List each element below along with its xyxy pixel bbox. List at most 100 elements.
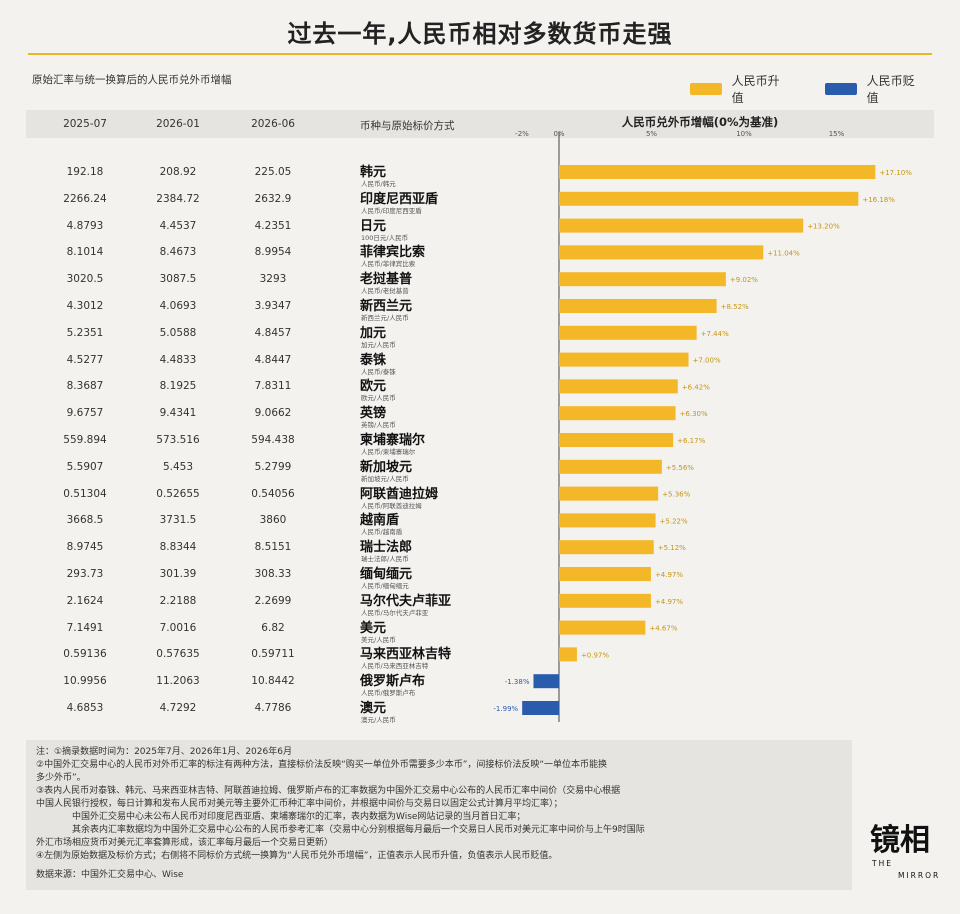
value-2026-01: 8.1925 — [159, 380, 197, 393]
currency-name: 瑞士法郎 — [360, 540, 413, 556]
bar — [559, 647, 577, 662]
logo-text-the: THE — [872, 859, 893, 868]
value-2025-07: 4.3012 — [66, 300, 104, 312]
bar — [522, 701, 559, 715]
value-2025-07: 8.1014 — [66, 246, 104, 259]
currency-name: 越南盾 — [360, 513, 400, 529]
tick-label: 10% — [736, 130, 752, 138]
value-2026-01: 3087.5 — [159, 273, 197, 286]
value-2026-06: 0.54056 — [251, 487, 295, 500]
bar — [559, 218, 804, 233]
legend-item-down: 人民币贬值 — [825, 72, 926, 106]
column-header-currency: 币种与原始标价方式 — [360, 120, 455, 132]
legend-label-up: 人民币升值 — [731, 74, 780, 105]
footnote-line: ④左侧为原始数据及标价方式；右侧将不同标价方式统一换算为“人民币兑外币增幅”，正… — [36, 851, 558, 861]
currency-name: 韩元 — [360, 165, 387, 180]
bar-value-label: +7.00% — [693, 357, 721, 365]
currency-name: 日元 — [360, 218, 387, 234]
bar-value-label: +16.18% — [862, 196, 895, 204]
currency-quote-method: 人民币/泰铢 — [361, 367, 396, 376]
value-2026-01: 2384.72 — [156, 192, 200, 205]
value-2026-01: 9.4341 — [159, 407, 197, 420]
value-2026-06: 4.8457 — [254, 326, 292, 339]
value-2026-06: 5.2799 — [254, 460, 292, 473]
value-2026-01: 3731.5 — [159, 514, 197, 527]
currency-name: 马来西亚林吉特 — [360, 647, 452, 663]
currency-name: 阿联酋迪拉姆 — [360, 486, 439, 502]
bar — [559, 325, 697, 340]
currency-name: 新加坡元 — [360, 459, 413, 475]
currency-name: 澳元 — [360, 701, 387, 716]
value-2026-01: 301.39 — [159, 568, 197, 580]
footnotes: 注：①摘录数据时间为：2025年7月、2026年1月、2026年6月 ②中国外汇交… — [26, 740, 852, 890]
bar-value-label: +7.44% — [701, 330, 729, 338]
value-2026-06: 3860 — [259, 514, 287, 527]
value-2025-07: 0.59136 — [63, 648, 107, 661]
brand-logo: 镜相 THE MIRROR — [868, 815, 948, 885]
footnote-line: 中国外汇交易中心未公布人民币对印度尼西亚盾、柬埔寨瑞尔的汇率，表内数据为Wise… — [72, 812, 526, 822]
value-2026-01: 0.52655 — [156, 487, 200, 500]
data-source: 数据来源：中国外汇交易中心、Wise — [36, 870, 184, 880]
bar — [559, 245, 764, 260]
bar — [559, 272, 726, 287]
footnote-line: ②中国外汇交易中心的人民币对外币汇率的标注有两种方法，直接标价法反映“购买一单位… — [36, 760, 608, 770]
bar-value-label: +6.17% — [677, 437, 705, 445]
legend-swatch-up — [690, 83, 722, 95]
value-2026-01: 4.4537 — [159, 219, 197, 232]
footnote-list: 注：①摘录数据时间为：2025年7月、2026年1月、2026年6月 ②中国外汇交… — [36, 746, 842, 863]
currency-quote-method: 人民币/缅甸缅元 — [361, 582, 409, 590]
currency-name: 柬埔寨瑞尔 — [360, 433, 426, 448]
value-2026-06: 8.9954 — [254, 246, 292, 259]
logo-text-mirror: MIRROR — [898, 871, 941, 880]
bar-value-label: +4.97% — [655, 571, 683, 579]
bar-value-label: +4.97% — [655, 598, 683, 606]
currency-name: 老挝基普 — [360, 272, 413, 288]
bar-value-label: +11.04% — [767, 249, 800, 257]
legend-swatch-down — [825, 83, 857, 95]
value-2026-06: 6.82 — [261, 621, 285, 634]
column-header-2026-06: 2026-06 — [251, 118, 295, 130]
page-title: 过去一年,人民币相对多数货币走强 — [287, 20, 673, 48]
currency-name: 马尔代夫卢菲亚 — [360, 593, 452, 609]
currency-quote-method: 人民币/老挝基普 — [361, 287, 409, 296]
bar-value-label: +5.22% — [660, 517, 688, 525]
bar-value-label: +0.97% — [581, 651, 609, 659]
value-2026-01: 7.0016 — [159, 621, 197, 634]
value-2026-06: 2632.9 — [254, 192, 292, 205]
currency-quote-method: 人民币/马尔代夫卢菲亚 — [361, 608, 429, 617]
bar — [559, 406, 676, 421]
bar-value-label: +5.56% — [666, 464, 694, 472]
currency-quote-method: 人民币/菲律宾比索 — [361, 260, 416, 269]
bar-value-label: -1.38% — [505, 678, 530, 686]
footnote-line: 注：①摘录数据时间为：2025年7月、2026年1月、2026年6月 — [36, 747, 292, 757]
value-2026-06: 225.05 — [254, 166, 292, 178]
value-2025-07: 4.5277 — [66, 353, 104, 366]
currency-name: 俄罗斯卢布 — [360, 674, 426, 690]
currency-quote-method: 新加坡元/人民币 — [361, 474, 409, 483]
bar-value-label: +5.36% — [662, 491, 690, 499]
bar — [559, 620, 646, 635]
column-header-2025-07: 2025-07 — [63, 118, 107, 130]
footnote-line: 中国人民银行授权，每日计算和发布人民币对美元等主要外汇币种汇率中间价，并根据中间… — [36, 799, 563, 809]
table-header — [26, 110, 934, 138]
bar — [559, 379, 678, 394]
currency-quote-method: 新西兰元/人民币 — [361, 314, 409, 322]
value-2026-01: 0.57635 — [156, 648, 200, 661]
footnote-line: 外汇市场相应货币对美元汇率套算形成，该汇率每月最后一个交易日更新） — [36, 838, 334, 848]
value-2026-01: 4.0693 — [159, 300, 197, 312]
tick-label: 15% — [829, 130, 845, 138]
currency-quote-method: 人民币/越南盾 — [361, 528, 403, 537]
currency-name: 欧元 — [360, 379, 387, 395]
value-2026-06: 3293 — [259, 273, 287, 286]
value-2026-01: 4.4833 — [159, 353, 197, 366]
currency-name: 加元 — [360, 325, 387, 341]
bar — [559, 540, 654, 555]
bar-value-label: +9.02% — [730, 276, 758, 284]
bar-value-label: +4.67% — [649, 625, 677, 633]
bar — [559, 593, 651, 608]
bar — [559, 191, 859, 206]
chart-title: 人民币兑外币增幅(0%为基准) — [621, 115, 779, 129]
currency-quote-method: 100日元/人民币 — [361, 233, 409, 242]
value-2026-06: 8.5151 — [254, 541, 292, 554]
